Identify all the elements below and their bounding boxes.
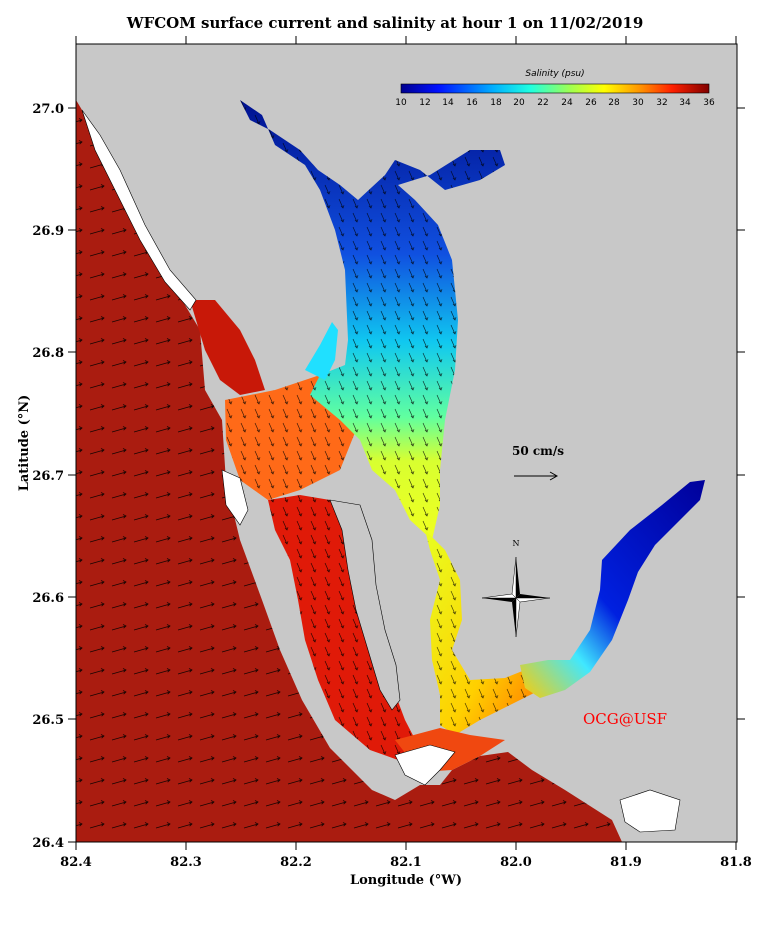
x-tick-label: 82.3	[170, 855, 202, 870]
colorbar-label: 36	[703, 98, 715, 108]
y-tick-label: 27.0	[32, 102, 64, 117]
x-tick-label: 82.4	[60, 855, 92, 870]
barrier-island-north	[81, 109, 197, 311]
y-tick-label: 26.4	[32, 836, 64, 851]
salinity-colorbar: Salinity (psu) 10 12 14 16 18 20 22 24 2…	[395, 69, 715, 108]
compass-rose: N	[481, 539, 551, 638]
y-tick-label: 26.8	[32, 346, 64, 361]
colorbar-label: 10	[395, 98, 407, 108]
map-title: WFCOM surface current and salinity at ho…	[126, 14, 644, 32]
x-tick-label: 82.2	[280, 855, 312, 870]
colorbar-label: 18	[490, 98, 502, 108]
y-tick-label: 26.9	[32, 224, 64, 239]
colorbar-label: 22	[537, 98, 548, 108]
axis-ticks	[68, 36, 745, 850]
y-tick-label: 26.6	[32, 591, 64, 606]
colorbar-label: 16	[466, 98, 478, 108]
colorbar-label: 20	[513, 98, 525, 108]
credit-label: OCG@USF	[583, 710, 667, 728]
x-tick-label: 82.0	[500, 855, 532, 870]
x-tick-label: 81.9	[610, 855, 642, 870]
velocity-scale-label: 50 cm/s	[512, 444, 564, 458]
colorbar-label: 30	[632, 98, 644, 108]
y-tick-label: 26.7	[32, 469, 64, 484]
coastal-islands-south	[619, 789, 681, 833]
x-axis-title: Longitude (°W)	[350, 873, 462, 888]
caloosahatchee-river	[520, 480, 705, 698]
colorbar-label: 12	[419, 98, 430, 108]
colorbar-label: 34	[679, 98, 691, 108]
colorbar-title: Salinity (psu)	[525, 69, 584, 79]
y-tick-label: 26.5	[32, 713, 64, 728]
velocity-scale: 50 cm/s	[512, 444, 564, 481]
sanibel-island	[394, 744, 456, 786]
cyan-creek	[305, 322, 338, 380]
gulf-current-vectors	[76, 44, 622, 842]
x-tick-label: 82.1	[390, 855, 422, 870]
colorbar-label: 26	[585, 98, 597, 108]
colorbar-label: 28	[608, 98, 620, 108]
colorbar-label: 24	[561, 98, 573, 108]
pine-island	[329, 499, 401, 711]
y-axis-title: Latitude (°N)	[17, 395, 32, 492]
gasparilla-sound	[190, 300, 265, 395]
x-tick-label: 81.8	[720, 855, 752, 870]
colorbar-label: 32	[656, 98, 667, 108]
colorbar-label: 14	[442, 98, 454, 108]
compass-north-label: N	[513, 539, 520, 548]
barrier-island-mid	[221, 469, 249, 526]
